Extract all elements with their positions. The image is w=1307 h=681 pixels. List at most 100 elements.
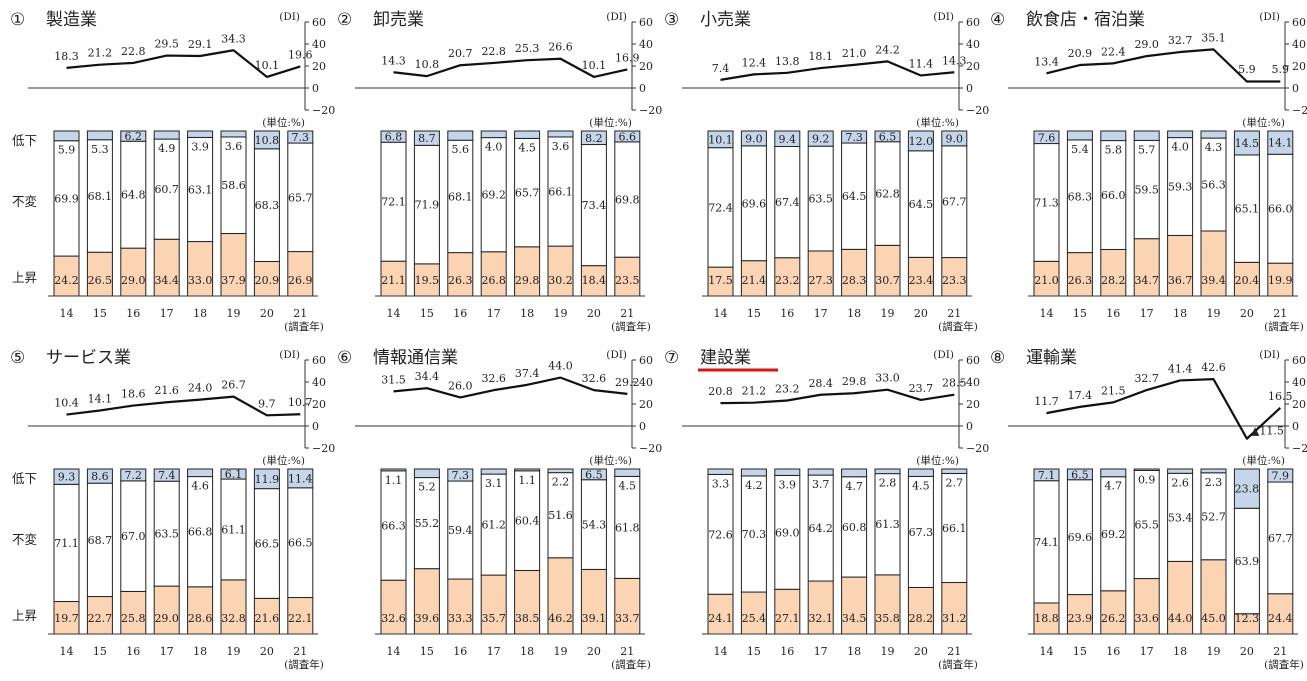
- di-data-label: 32.6: [582, 372, 607, 385]
- bar-same-label: 65.7: [288, 191, 313, 204]
- bar-down-segment: [53, 468, 80, 485]
- bar-down-segment: [1267, 130, 1294, 155]
- bar-up-label: 34.4: [154, 274, 179, 287]
- x-tick-label: 16: [780, 645, 794, 658]
- x-tick-label: 16: [1106, 645, 1120, 658]
- bar-up-label: 26.5: [88, 274, 113, 287]
- bar-up-label: 31.2: [942, 612, 967, 625]
- bar-up-segment: [153, 238, 180, 297]
- di-axis-tick-label: 40: [312, 38, 326, 51]
- di-data-label: 26.6: [548, 41, 573, 54]
- bar-same-label: 67.7: [942, 196, 967, 209]
- bar-same-label: 66.1: [548, 186, 573, 199]
- bar-up-label: 18.4: [582, 274, 607, 287]
- bar-same-label: 60.7: [154, 183, 179, 196]
- bar-same-segment: [480, 137, 507, 253]
- di-unit-label: (DI): [279, 349, 300, 361]
- bar-same-label: 71.3: [1034, 196, 1059, 209]
- bar-same-label: 65.1: [1235, 203, 1260, 216]
- di-data-label: 20.7: [448, 47, 473, 60]
- bar-same-segment: [874, 141, 901, 246]
- bar-down-label: 1.1: [385, 474, 403, 487]
- bar-up-segment: [187, 241, 214, 297]
- bar-up-segment: [547, 245, 574, 297]
- x-tick-label: 21: [947, 307, 961, 320]
- bar-down-label: 8.2: [585, 132, 603, 145]
- bar-down-segment: [480, 468, 507, 475]
- bar-down-segment: [447, 130, 474, 141]
- x-tick-label: 17: [487, 307, 501, 320]
- chart-title: 情報通信業: [373, 348, 458, 368]
- chart-title: 卸売業: [373, 10, 424, 30]
- bar-same-segment: [120, 480, 147, 592]
- bar-up-segment: [941, 582, 968, 635]
- x-tick-label: 17: [814, 307, 828, 320]
- x-tick-label: 14: [387, 307, 401, 320]
- bar-up-label: 25.8: [121, 612, 146, 625]
- x-tick-label: 21: [620, 307, 634, 320]
- bar-same-segment: [614, 475, 641, 579]
- bar-up-segment: [874, 574, 901, 635]
- bar-down-label: 5.4: [1071, 143, 1089, 156]
- bar-same-label: 69.6: [742, 197, 767, 210]
- bar-down-segment: [253, 130, 280, 150]
- bar-up-label: 18.8: [1034, 612, 1059, 625]
- bar-down-segment: [1167, 130, 1194, 139]
- di-axis-tick-label: 0: [312, 82, 319, 95]
- bar-up-label: 30.7: [875, 274, 900, 287]
- bar-down-segment: [187, 468, 214, 478]
- x-tick-label: 19: [554, 645, 568, 658]
- di-axis-tick-label: −20: [966, 442, 989, 455]
- bar-down-segment: [580, 130, 607, 146]
- x-tick-label: 20: [260, 307, 274, 320]
- di-data-label: 13.8: [775, 55, 800, 68]
- di-unit-label: (DI): [1259, 349, 1280, 361]
- x-tick-label: 17: [814, 645, 828, 658]
- x-tick-label: 17: [1140, 307, 1154, 320]
- bar-down-segment: [1066, 468, 1093, 481]
- bar-up-label: 34.7: [1134, 274, 1159, 287]
- di-axis-tick-label: 40: [966, 38, 980, 51]
- bar-same-label: 65.7: [515, 187, 540, 200]
- di-data-label: 25.3: [515, 42, 540, 55]
- bar-same-label: 54.3: [582, 519, 607, 532]
- bar-same-label: 61.8: [615, 521, 640, 534]
- x-tick-label: 19: [881, 307, 895, 320]
- bar-up-segment: [614, 577, 641, 635]
- bar-same-segment: [941, 472, 968, 584]
- x-tick-label: 19: [881, 645, 895, 658]
- bar-up-segment: [253, 261, 280, 297]
- di-unit-label: (DI): [606, 11, 627, 23]
- di-data-label: 13.4: [1034, 55, 1059, 68]
- bar-down-segment: [447, 468, 474, 482]
- di-data-label: 42.6: [1201, 361, 1226, 374]
- x-tick-label: 19: [227, 645, 241, 658]
- x-tick-label: 17: [1140, 645, 1154, 658]
- bar-down-label: 4.5: [912, 479, 930, 492]
- bar-same-label: 67.7: [1268, 532, 1293, 545]
- bar-up-label: 45.0: [1201, 612, 1226, 625]
- bar-same-label: 74.1: [1034, 536, 1059, 549]
- bar-same-segment: [614, 141, 641, 258]
- bar-down-label: 7.2: [125, 469, 143, 482]
- bar-same-label: 56.3: [1201, 179, 1226, 192]
- bar-up-segment: [707, 593, 734, 635]
- bar-same-label: 60.8: [842, 521, 867, 534]
- x-tick-label: 14: [714, 645, 728, 658]
- bar-up-segment: [874, 244, 901, 297]
- bar-down-label: 4.2: [745, 479, 763, 492]
- bar-same-label: 72.1: [381, 196, 406, 209]
- x-tick-label: 19: [1207, 307, 1221, 320]
- bar-same-segment: [514, 470, 541, 571]
- bar-down-segment: [380, 130, 407, 143]
- bar-up-segment: [707, 266, 734, 297]
- di-data-label: 22.8: [481, 45, 506, 58]
- bar-up-label: 29.8: [515, 274, 540, 287]
- di-data-label: 33.0: [875, 372, 900, 385]
- bar-down-segment: [413, 468, 440, 479]
- bar-down-label: 0.9: [1138, 473, 1156, 486]
- bar-same-segment: [514, 137, 541, 248]
- di-series-line: [66, 49, 301, 78]
- bar-same-label: 67.0: [121, 530, 146, 543]
- bar-down-label: 10.1: [708, 133, 733, 146]
